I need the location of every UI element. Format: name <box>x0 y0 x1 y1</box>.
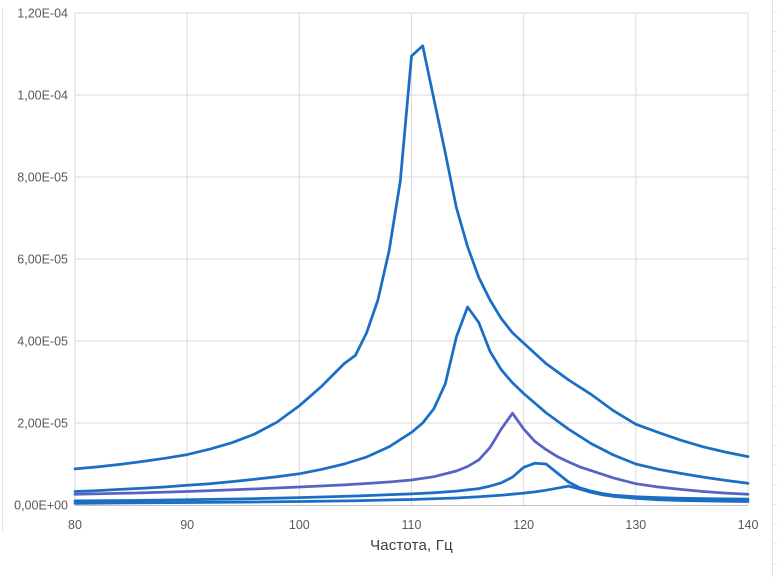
y-tick-label: 1,00E-04 <box>17 89 68 103</box>
y-tick-label: 1,20E-04 <box>17 7 68 21</box>
y-tick-label: 4,00E-05 <box>17 335 68 349</box>
y-tick-label: 6,00E-05 <box>17 253 68 267</box>
x-tick-label: 120 <box>513 518 534 532</box>
series-5-line <box>73 484 750 505</box>
x-tick-label: 140 <box>738 518 759 532</box>
series-2-line <box>73 305 750 493</box>
x-tick-label: 90 <box>180 518 194 532</box>
y-tick-label: 2,00E-05 <box>17 417 68 431</box>
x-axis-title: Частота, Гц <box>370 537 453 554</box>
x-tick-label: 80 <box>68 518 82 532</box>
series-3-line <box>73 411 750 496</box>
series-4-line <box>73 461 750 503</box>
x-tick-label: 130 <box>625 518 646 532</box>
y-tick-label: 0,00E+00 <box>14 499 68 513</box>
x-tick-label: 100 <box>289 518 310 532</box>
series-1-line <box>73 44 750 471</box>
y-tick-label: 8,00E-05 <box>17 171 68 185</box>
x-tick-label: 110 <box>402 518 422 532</box>
